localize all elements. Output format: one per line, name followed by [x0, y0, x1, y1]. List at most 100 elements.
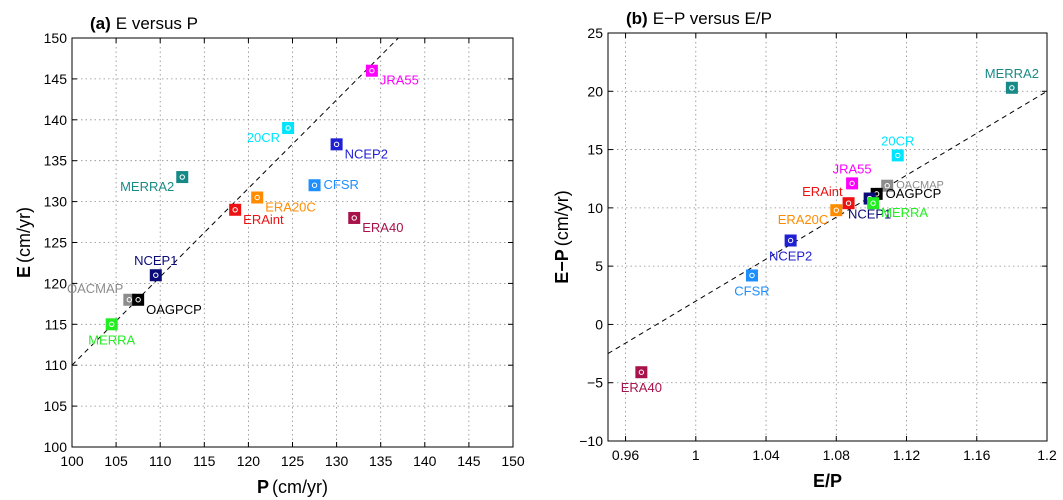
x-tick-label: 150	[501, 453, 525, 469]
data-label-20cr: 20CR	[247, 130, 280, 145]
y-tick-label: 135	[44, 153, 68, 169]
data-label-merra2: MERRA2	[120, 179, 174, 194]
data-point-marker	[126, 297, 133, 303]
grid	[608, 32, 1048, 442]
data-point-merra	[867, 197, 880, 210]
y-axis-label-unit: (cm/yr)	[14, 207, 34, 263]
panel-title-text: E versus P	[116, 14, 198, 33]
x-tick-label: 105	[104, 453, 128, 469]
data-label-merra: MERRA	[881, 205, 928, 220]
y-tick-label: 125	[44, 235, 68, 251]
y-tick-label: 105	[44, 398, 68, 414]
panel-title-prefix: (a)	[90, 14, 111, 33]
x-tick-label: 1.04	[752, 447, 779, 463]
data-label-era20c: ERA20C	[778, 212, 829, 227]
data-point-marker	[311, 182, 318, 188]
data-label-era20c: ERA20C	[265, 200, 316, 215]
data-label-era40: ERA40	[621, 380, 662, 395]
data-label-eraint: ERAint	[243, 212, 284, 227]
data-point-marker	[833, 207, 839, 213]
data-point-marker	[845, 200, 852, 206]
data-point-ncep1	[149, 269, 162, 282]
data-point-marker	[849, 180, 855, 187]
x-tick-label: 125	[281, 453, 305, 469]
panel-title-text: E−P versus E/P	[653, 9, 772, 28]
data-point-oagpcp	[132, 293, 145, 306]
data-label-eraint: ERAint	[802, 184, 843, 199]
y-tick-label: 130	[44, 194, 68, 210]
y-tick-label: 15	[587, 142, 603, 158]
y-tick-label: 10	[587, 200, 603, 216]
data-label-jra55: JRA55	[380, 73, 419, 88]
y-tick-label: 100	[44, 439, 68, 455]
data-point-eraint	[229, 203, 242, 216]
x-tick-label: 135	[369, 453, 393, 469]
data-point-marker	[232, 207, 238, 213]
data-point-marker	[285, 125, 291, 131]
y-tick-label: 145	[44, 71, 68, 87]
y-tick-label: 20	[587, 83, 603, 99]
data-point-marker	[638, 369, 645, 375]
data-point-oacmap	[881, 179, 894, 192]
data-label-oagpcp: OAGPCP	[146, 302, 202, 317]
data-point-marker	[135, 297, 141, 303]
x-tick-label: 130	[325, 453, 349, 469]
y-tick-label: 25	[587, 25, 603, 41]
x-tick-label: 110	[149, 453, 172, 469]
data-point-jra55	[846, 177, 859, 190]
data-point-eraint	[842, 197, 855, 210]
x-tick-label: 145	[457, 453, 481, 469]
data-point-marker	[333, 141, 340, 148]
x-tick-label: 1.2	[1037, 447, 1057, 463]
data-point-marker	[369, 68, 375, 74]
data-point-cfsr	[745, 269, 758, 282]
data-point-marker	[787, 237, 794, 244]
data-point-ncep2	[330, 138, 343, 151]
panel-a: 100 105 110 115 120 125 130 135 140 145 150 100 105 1…	[14, 14, 525, 497]
y-tick-label: 120	[44, 275, 68, 291]
x-tick-label: 1.16	[963, 447, 990, 463]
data-point-jra55	[365, 64, 378, 77]
data-label-merra2: MERRA2	[985, 66, 1039, 81]
data-point-marker	[895, 152, 901, 159]
data-point-20cr	[891, 149, 904, 162]
x-axis-label-bold: P	[257, 477, 269, 497]
y-axis-label-unit: (cm/yr)	[552, 190, 572, 246]
data-point-20cr	[282, 121, 295, 134]
y-tick-label: 5	[595, 258, 603, 274]
x-tick-label: 1.08	[823, 447, 850, 463]
data-point-era40	[348, 211, 361, 224]
data-point-ncep2	[784, 234, 797, 247]
data-label-ncep2: NCEP2	[345, 146, 388, 161]
data-point-marker	[254, 194, 260, 201]
data-label-cfsr: CFSR	[734, 283, 769, 298]
data-label-ncep1: NCEP1	[848, 207, 891, 222]
y-axis-label-bold: E−P	[552, 249, 572, 284]
data-label-ncep1: NCEP1	[134, 253, 177, 268]
y-tick-label: 115	[45, 316, 68, 332]
data-point-marker	[108, 321, 115, 327]
data-point-marker	[1009, 85, 1015, 91]
y-tick-label: 150	[44, 30, 68, 46]
panel-b: 0.96 1 1.04 1.08 1.12 1.16 1.2 −10 −5 0 5 10 15 20 25 (…	[552, 9, 1057, 491]
y-axis-label: E−P (cm/yr)	[552, 190, 572, 284]
data-point-marker	[884, 183, 890, 189]
data-point-marker	[153, 272, 159, 278]
x-tick-label: 1	[692, 447, 700, 463]
x-axis-label-bold: E/P	[813, 471, 842, 491]
data-point-cfsr	[308, 179, 321, 192]
y-tick-label: 0	[595, 316, 603, 332]
panel-title: (a) E versus P	[90, 14, 198, 33]
y-tick-label: −10	[579, 433, 603, 449]
x-tick-label: 120	[237, 453, 261, 469]
y-axis-label: E (cm/yr)	[14, 207, 34, 278]
x-axis-label: P (cm/yr)	[257, 477, 328, 497]
data-point-marker	[351, 215, 357, 221]
data-label-era40: ERA40	[362, 220, 403, 235]
plot-frame	[607, 32, 1048, 442]
data-point-merra2	[176, 171, 189, 184]
x-axis-label: E/P	[813, 471, 842, 491]
y-axis-label-bold: E	[14, 266, 34, 278]
